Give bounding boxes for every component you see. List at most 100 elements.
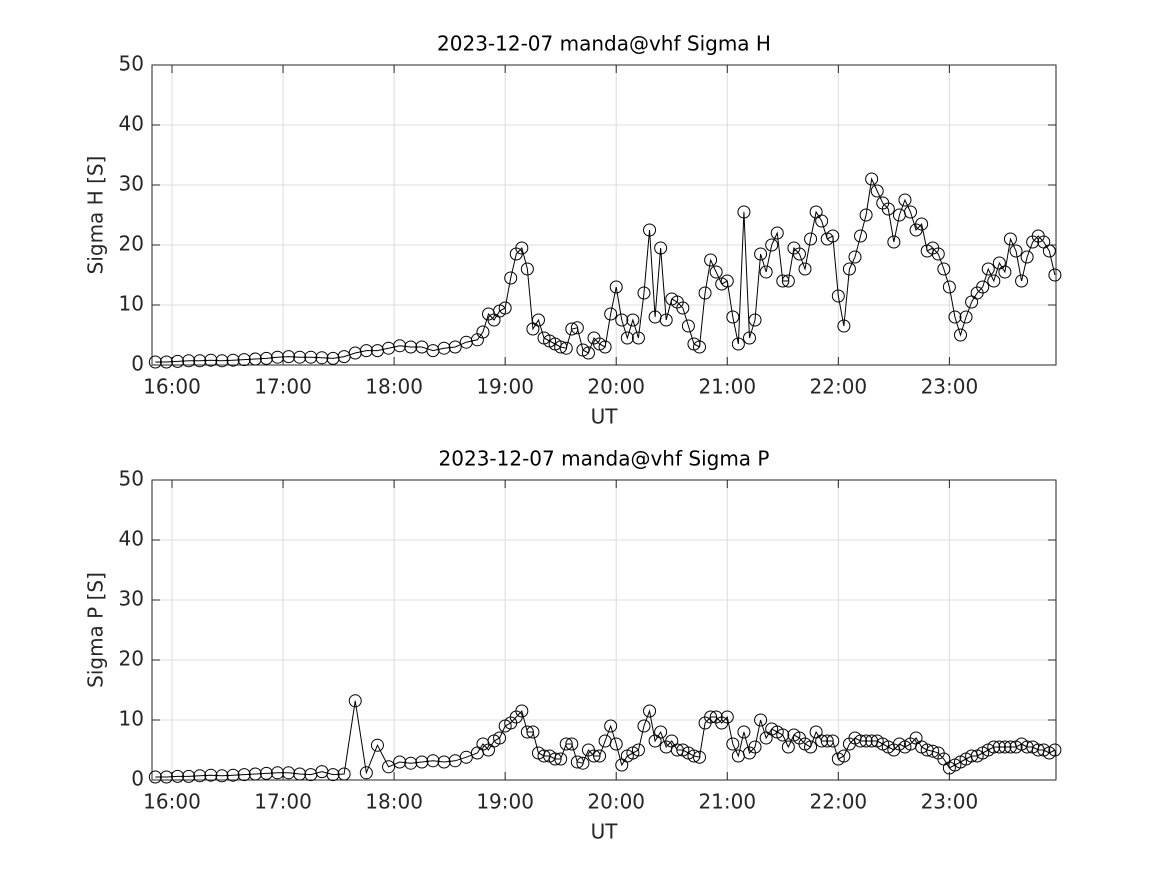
data-point <box>631 331 645 345</box>
data-point <box>865 172 879 186</box>
data-point <box>459 750 473 764</box>
data-point <box>1048 268 1062 282</box>
data-point <box>204 353 218 367</box>
data-point <box>854 229 868 243</box>
data-point <box>754 713 768 727</box>
x-tick-label: 20:00 <box>587 790 645 814</box>
data-point <box>493 731 507 745</box>
x-tick-label: 19:00 <box>476 375 534 399</box>
data-point <box>554 340 568 354</box>
data-point <box>426 754 440 768</box>
data-point <box>987 740 1001 754</box>
y-axis-label: Sigma P [S] <box>84 572 108 688</box>
data-point <box>171 354 185 368</box>
data-point <box>804 232 818 246</box>
data-point <box>1020 250 1034 264</box>
data-point <box>1048 743 1062 757</box>
data-point <box>659 313 673 327</box>
data-point <box>898 193 912 207</box>
x-tick-label: 16:00 <box>143 790 201 814</box>
data-point <box>693 750 707 764</box>
x-axis-label: UT <box>591 405 619 429</box>
data-point <box>765 238 779 252</box>
data-point <box>570 321 584 335</box>
data-point <box>915 217 929 231</box>
data-point <box>520 262 534 276</box>
data-point <box>609 737 623 751</box>
x-tick-label: 19:00 <box>476 790 534 814</box>
data-point <box>620 331 634 345</box>
data-point <box>826 734 840 748</box>
data-point <box>604 719 618 733</box>
data-point <box>837 319 851 333</box>
data-point <box>776 728 790 742</box>
data-point <box>731 337 745 351</box>
chart-title: 2023-12-07 manda@vhf Sigma H <box>437 32 771 56</box>
data-point <box>976 280 990 294</box>
data-point <box>781 274 795 288</box>
data-point <box>815 734 829 748</box>
data-point <box>304 350 318 364</box>
data-point <box>676 301 690 315</box>
data-point <box>726 737 740 751</box>
data-point <box>270 766 284 780</box>
data-point <box>576 756 590 770</box>
data-point <box>548 752 562 766</box>
data-point <box>1042 244 1056 258</box>
data-point <box>437 341 451 355</box>
data-point <box>437 755 451 769</box>
y-axis-label: Sigma H [S] <box>84 156 108 275</box>
data-point <box>637 286 651 300</box>
y-tick-label: 40 <box>119 527 144 551</box>
data-point <box>159 355 173 369</box>
data-point <box>870 184 884 198</box>
y-tick-label: 0 <box>131 767 144 791</box>
data-point <box>159 770 173 784</box>
axes-box <box>151 479 1057 781</box>
y-tick-label: 50 <box>119 52 144 76</box>
data-point <box>337 767 351 781</box>
data-point <box>854 734 868 748</box>
y-tick-label: 40 <box>119 112 144 136</box>
x-tick-label: 21:00 <box>698 790 756 814</box>
data-point <box>182 769 196 783</box>
y-tick-label: 30 <box>119 587 144 611</box>
data-point <box>204 768 218 782</box>
data-point <box>476 325 490 339</box>
data-point <box>531 313 545 327</box>
data-point <box>193 354 207 368</box>
x-tick-label: 23:00 <box>921 375 979 399</box>
data-point <box>776 274 790 288</box>
data-point <box>904 205 918 219</box>
y-tick-label: 20 <box>119 647 144 671</box>
plot-area <box>152 480 1056 780</box>
data-point <box>826 229 840 243</box>
y-tick-label: 50 <box>119 467 144 491</box>
y-tick-label: 10 <box>119 707 144 731</box>
data-point <box>359 766 373 780</box>
data-point <box>693 340 707 354</box>
data-point <box>215 354 229 368</box>
x-tick-label: 18:00 <box>365 790 423 814</box>
data-point <box>148 355 162 369</box>
chart-title: 2023-12-07 manda@vhf Sigma P <box>439 447 770 471</box>
data-line <box>155 700 1056 778</box>
data-point <box>759 265 773 279</box>
data-point <box>998 265 1012 279</box>
data-point <box>604 307 618 321</box>
data-point <box>859 734 873 748</box>
x-tick-label: 17:00 <box>254 375 312 399</box>
data-point <box>837 749 851 763</box>
data-point <box>654 241 668 255</box>
data-point <box>293 350 307 364</box>
y-tick-label: 30 <box>119 172 144 196</box>
data-point <box>709 265 723 279</box>
data-point <box>698 286 712 300</box>
data-point <box>148 770 162 784</box>
data-point <box>326 768 340 782</box>
data-point <box>248 767 262 781</box>
data-point <box>270 350 284 364</box>
data-point <box>293 767 307 781</box>
data-point <box>720 274 734 288</box>
x-tick-label: 18:00 <box>365 375 423 399</box>
